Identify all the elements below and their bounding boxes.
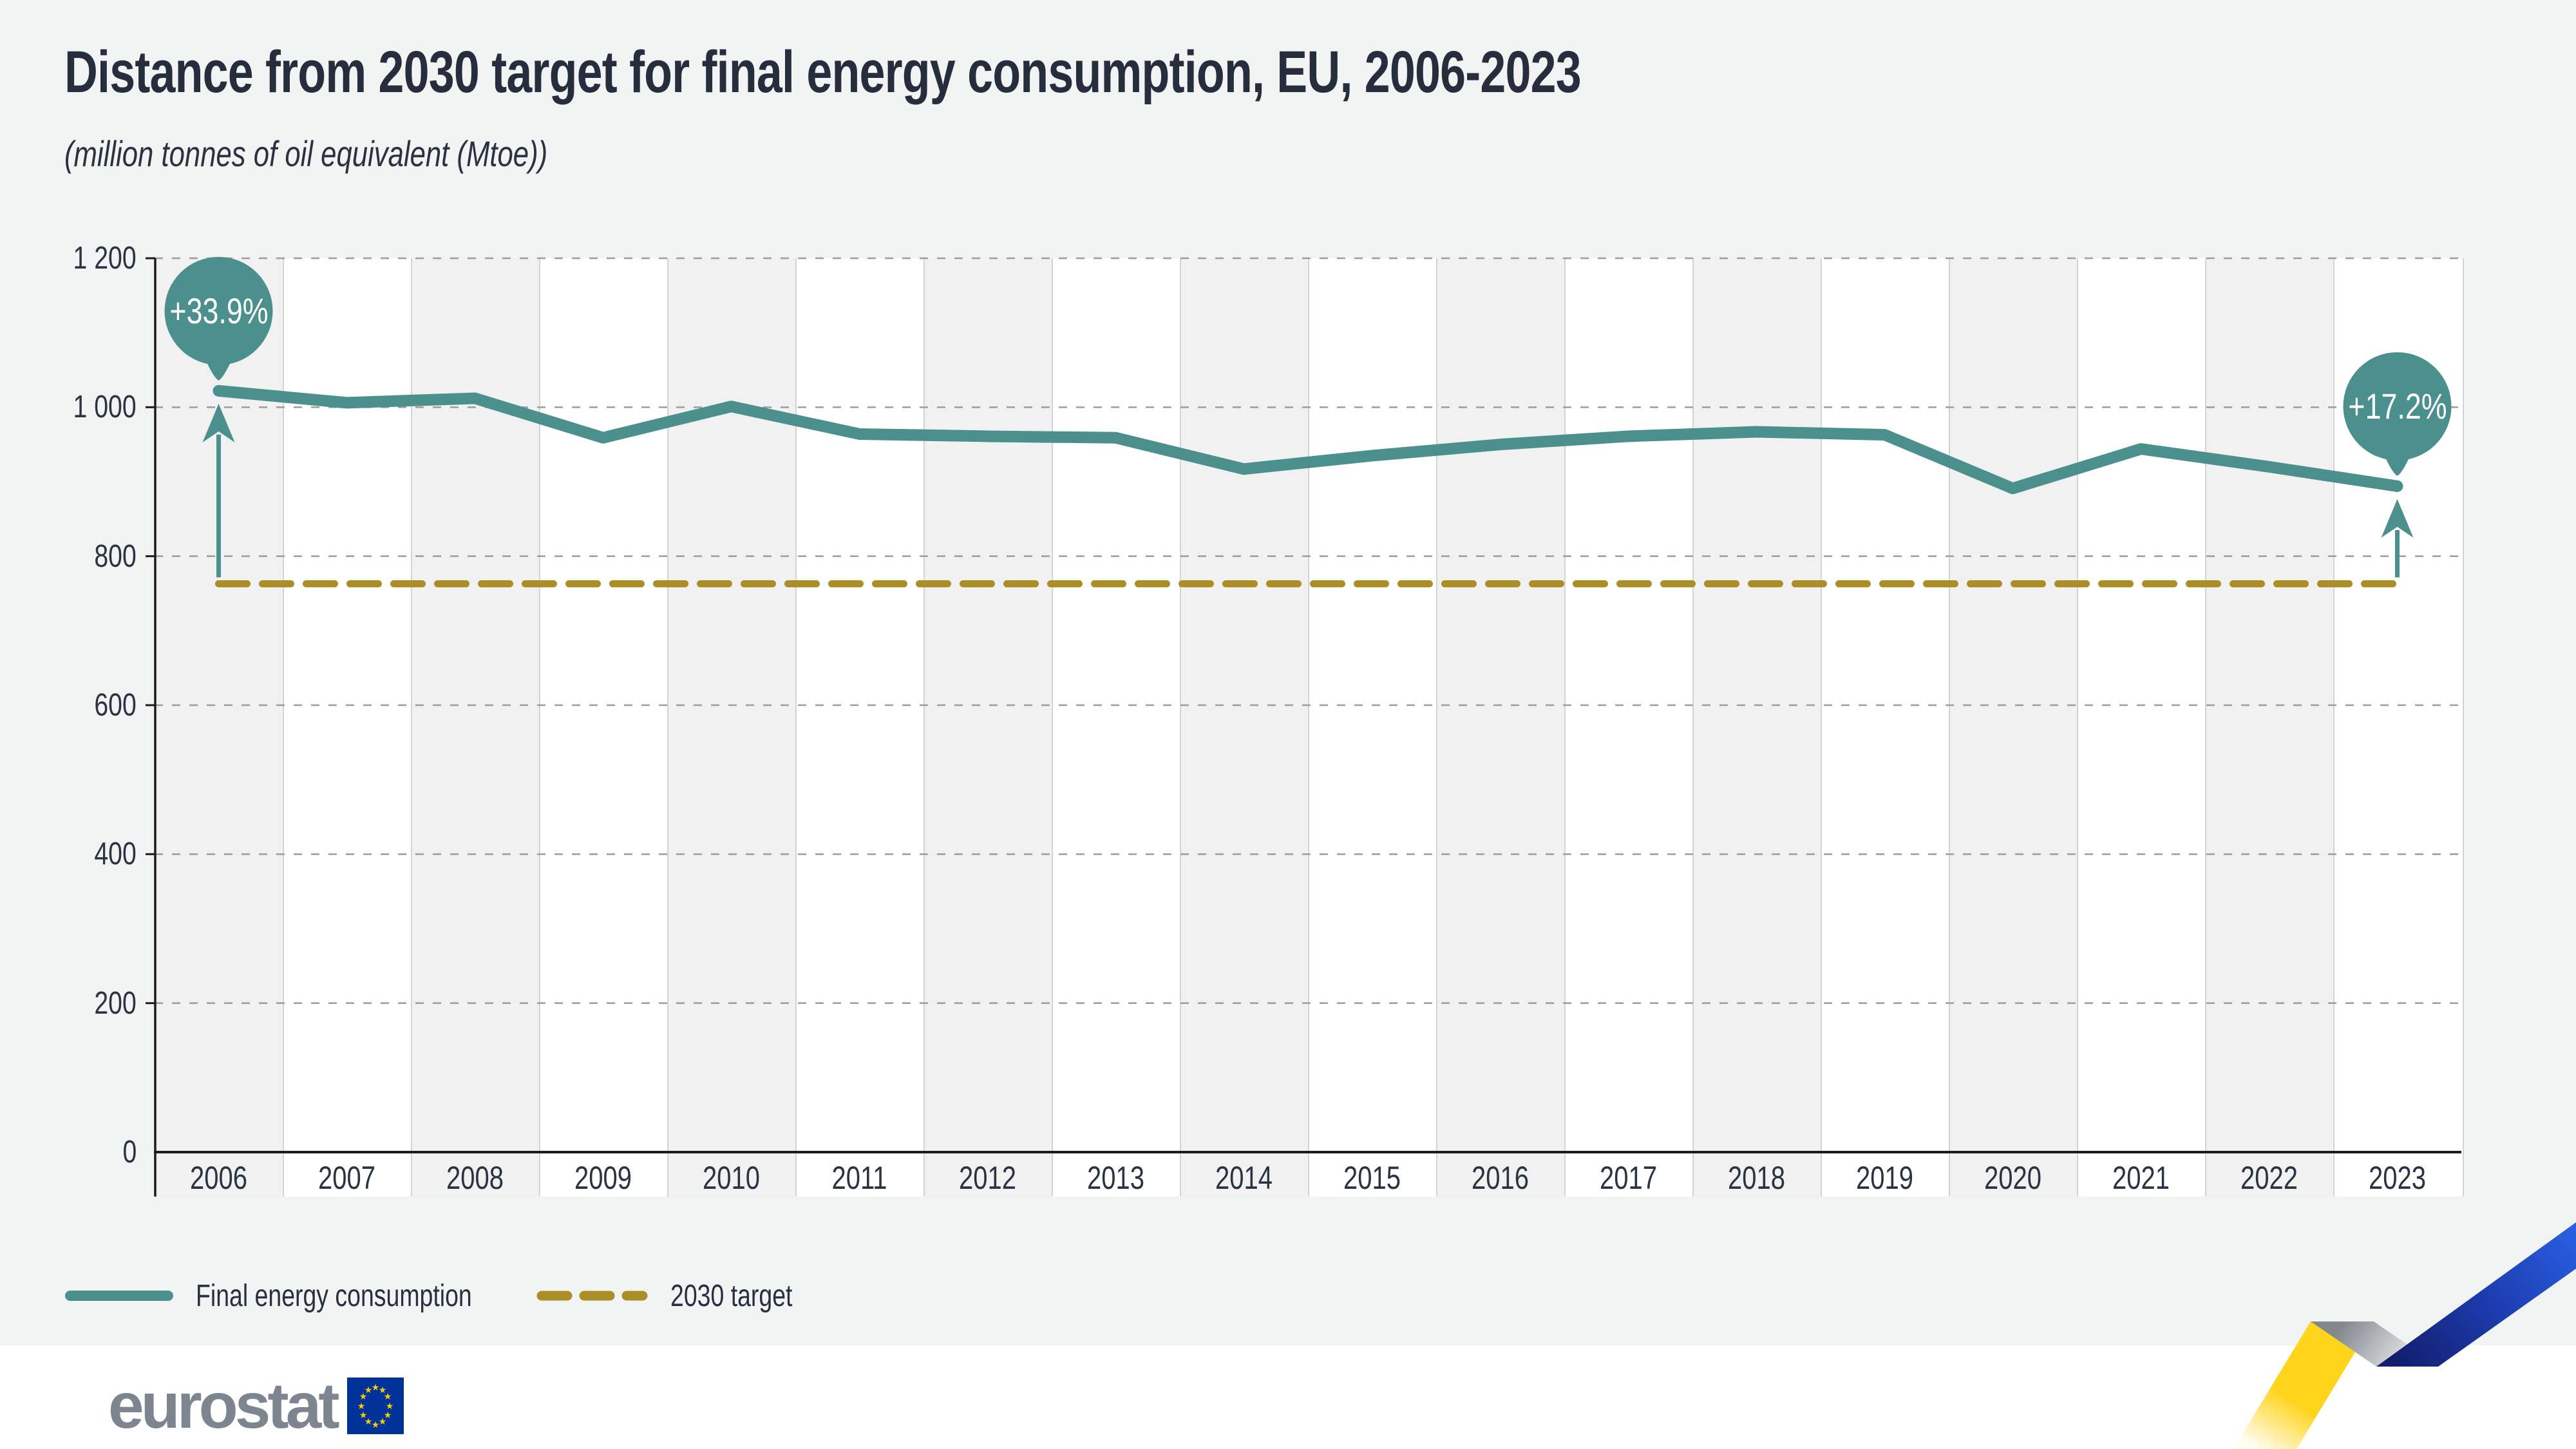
x-axis-label-2015: 2015 xyxy=(1343,1160,1401,1196)
x-axis-label-2013: 2013 xyxy=(1087,1160,1144,1196)
year-band-2022 xyxy=(2205,258,2334,1197)
year-band-2014 xyxy=(1180,258,1309,1197)
distance-arrow-head-2006 xyxy=(202,403,235,442)
y-axis-label-400: 400 xyxy=(94,837,137,872)
zigzag-yellow-band xyxy=(2233,1321,2374,1449)
y-axis-label-1200: 1 200 xyxy=(73,241,137,276)
svg-text:★: ★ xyxy=(383,1410,392,1421)
year-band-2019 xyxy=(1821,258,1950,1197)
legend-label: Final energy consumption xyxy=(196,1278,472,1313)
svg-text:★: ★ xyxy=(383,1392,392,1402)
eurostat-logo: eurostat ★ ★ ★ ★ ★ ★ ★ ★ ★ ★ ★ ★ xyxy=(108,1370,404,1442)
x-axis-label-2009: 2009 xyxy=(574,1160,632,1196)
zigzag-blue-band xyxy=(2376,1222,2576,1367)
year-band-2012 xyxy=(923,258,1053,1197)
x-axis-label-2017: 2017 xyxy=(1600,1160,1657,1196)
x-axis-label-2006: 2006 xyxy=(190,1160,247,1196)
chart-subtitle-text: (million tonnes of oil equivalent (Mtoe)… xyxy=(64,133,548,174)
y-axis-label-200: 200 xyxy=(94,985,137,1021)
svg-text:★: ★ xyxy=(359,1392,367,1402)
x-axis-label-2016: 2016 xyxy=(1472,1160,1529,1196)
legend: Final energy consumption 2030 target xyxy=(64,1274,966,1318)
y-axis-label-800: 800 xyxy=(94,538,137,574)
svg-text:★: ★ xyxy=(371,1383,379,1393)
svg-text:★: ★ xyxy=(364,1385,372,1396)
x-axis-label-2021: 2021 xyxy=(2112,1160,2170,1196)
footer: eurostat ★ ★ ★ ★ ★ ★ ★ ★ ★ ★ ★ ★ xyxy=(0,1345,2576,1449)
x-axis-label-2020: 2020 xyxy=(1984,1160,2041,1196)
balloon-label-2006: +33.9% xyxy=(169,290,269,331)
eurostat-logo-text: eurostat xyxy=(108,1370,340,1442)
x-axis-label-2007: 2007 xyxy=(318,1160,375,1196)
x-axis-label-2012: 2012 xyxy=(959,1160,1016,1196)
x-axis-label-2022: 2022 xyxy=(2240,1160,2298,1196)
decorative-zigzag-ribbon xyxy=(2233,1222,2576,1449)
chart-subtitle: (million tonnes of oil equivalent (Mtoe)… xyxy=(64,133,684,175)
year-band-2020 xyxy=(1949,258,2078,1197)
year-band-2013 xyxy=(1052,258,1181,1197)
year-band-2017 xyxy=(1564,258,1694,1197)
year-band-2016 xyxy=(1436,258,1566,1197)
legend-item-2030-target: 2030 target xyxy=(535,1274,827,1318)
year-band-2007 xyxy=(283,258,412,1197)
year-band-2021 xyxy=(2077,258,2206,1197)
x-axis-label-2023: 2023 xyxy=(2369,1160,2426,1196)
year-band-2009 xyxy=(539,258,668,1197)
year-band-2015 xyxy=(1308,258,1437,1197)
legend-label: 2030 target xyxy=(670,1278,793,1313)
legend-dashed-swatch-icon xyxy=(536,1291,648,1301)
y-axis-label-0: 0 xyxy=(122,1135,137,1170)
svg-text:★: ★ xyxy=(364,1417,372,1427)
svg-text:★: ★ xyxy=(357,1401,365,1412)
balloon-label-2023: +17.2% xyxy=(2347,385,2447,426)
legend-item-final-energy-consumption: Final energy consumption xyxy=(64,1274,550,1318)
distance-arrow-head-2023 xyxy=(2381,498,2414,538)
svg-text:★: ★ xyxy=(371,1420,379,1430)
page-title-text: Distance from 2030 target for final ener… xyxy=(64,39,1582,105)
page-title: Distance from 2030 target for final ener… xyxy=(64,39,2009,106)
year-band-2018 xyxy=(1692,258,1822,1197)
x-axis-label-2019: 2019 xyxy=(1856,1160,1913,1196)
final-energy-consumption-line xyxy=(213,384,2403,495)
svg-text:★: ★ xyxy=(378,1385,386,1396)
x-axis-label-2018: 2018 xyxy=(1728,1160,1785,1196)
y-axis-label-600: 600 xyxy=(94,688,137,723)
balloon-2023 xyxy=(2343,352,2452,460)
x-axis-label-2011: 2011 xyxy=(831,1160,887,1196)
year-band-2011 xyxy=(795,258,925,1197)
eu-flag-icon: ★★★ ★★★ ★★★ ★★★ xyxy=(346,1378,404,1434)
svg-text:★: ★ xyxy=(385,1401,393,1412)
legend-line-swatch-icon xyxy=(65,1291,173,1301)
balloon-2006 xyxy=(164,256,273,365)
x-axis-label-2008: 2008 xyxy=(446,1160,504,1196)
svg-text:★: ★ xyxy=(359,1410,367,1421)
x-axis-label-2010: 2010 xyxy=(703,1160,760,1196)
x-axis-label-2014: 2014 xyxy=(1215,1160,1273,1196)
y-axis-label-1000: 1 000 xyxy=(73,390,137,425)
svg-text:★: ★ xyxy=(378,1417,386,1427)
